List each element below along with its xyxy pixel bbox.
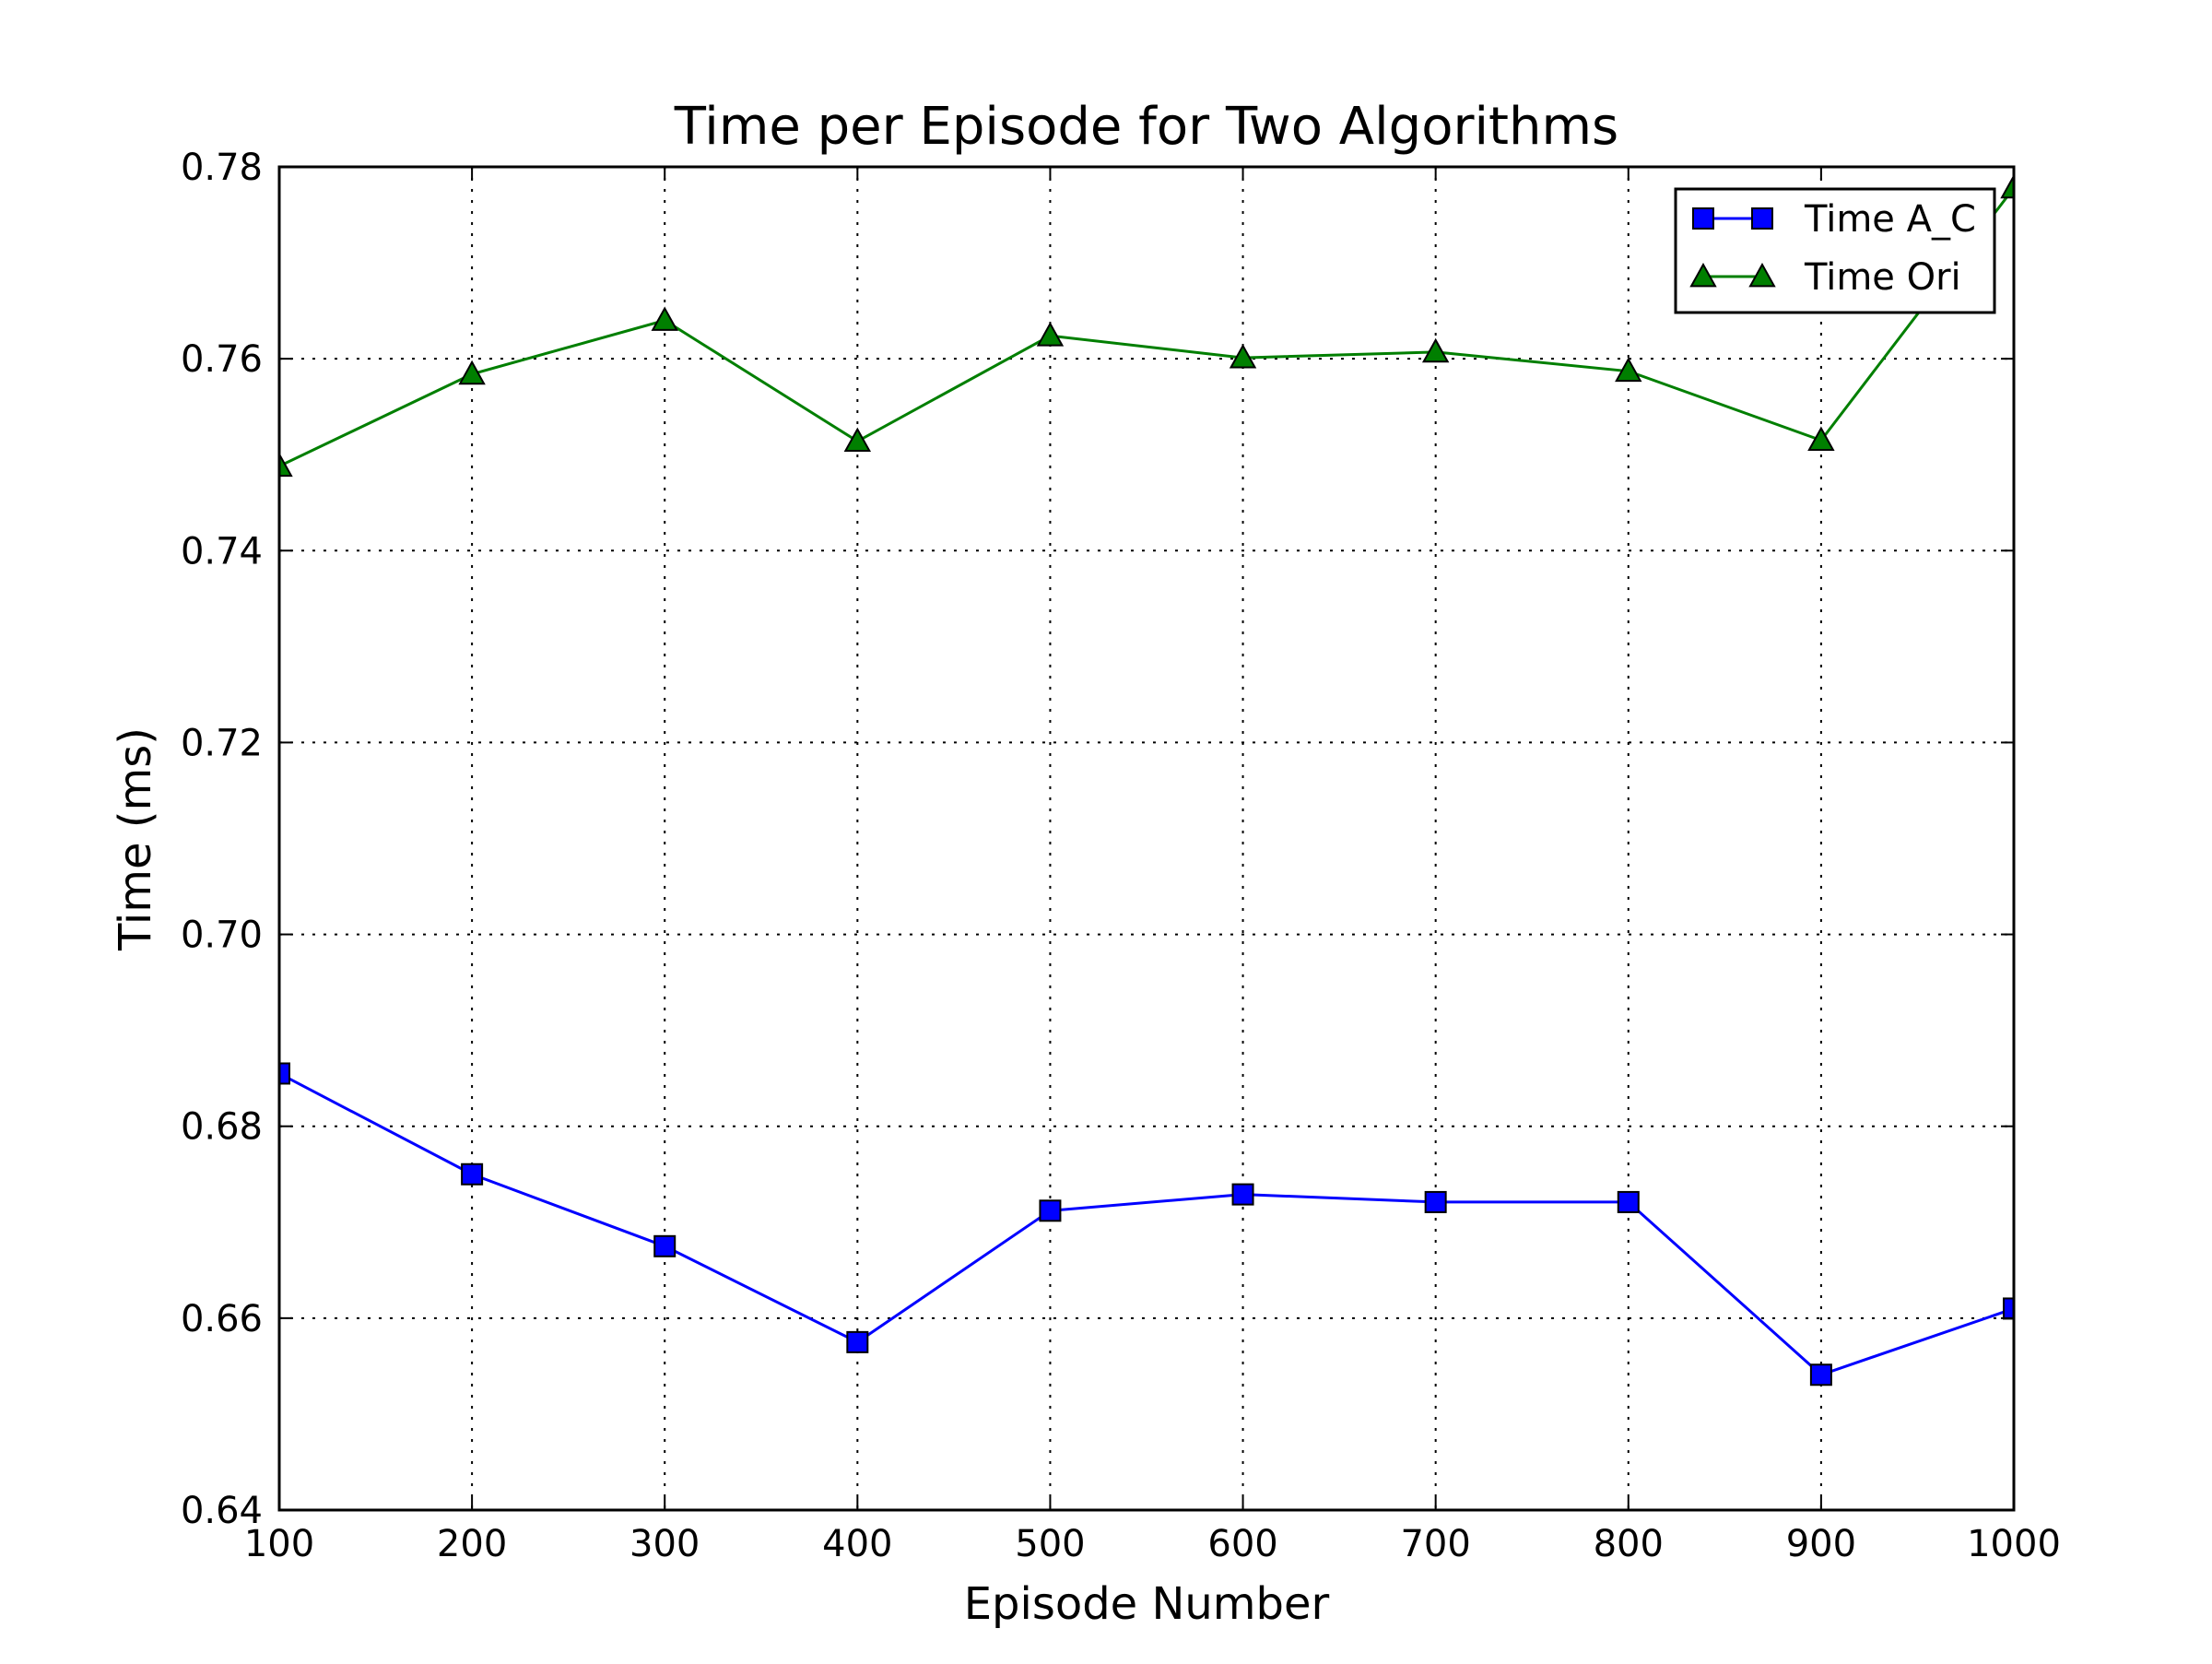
x-tick-label: 400 bbox=[822, 1523, 892, 1565]
legend-marker-time-ori bbox=[1748, 262, 1776, 288]
legend-label-time-a-c: Time A_C bbox=[1804, 198, 1976, 241]
data-point-time-a-c bbox=[279, 1062, 290, 1085]
chart-title: Time per Episode for Two Algorithms bbox=[674, 97, 1618, 157]
legend-marker-time-a-c bbox=[1692, 207, 1714, 230]
x-tick-label: 300 bbox=[629, 1523, 700, 1565]
x-tick-label: 900 bbox=[1786, 1523, 1856, 1565]
data-point-time-a-c bbox=[846, 1330, 869, 1353]
data-point-time-a-c bbox=[1617, 1190, 1640, 1213]
x-tick-label: 800 bbox=[1594, 1523, 1664, 1565]
y-tick-label: 0.64 bbox=[181, 1490, 263, 1532]
data-point-time-ori bbox=[458, 360, 486, 385]
data-point-time-a-c bbox=[2003, 1297, 2014, 1320]
data-point-time-a-c bbox=[461, 1162, 484, 1186]
legend: Time A_C Time Ori bbox=[1674, 187, 1996, 314]
data-point-time-a-c bbox=[1424, 1190, 1447, 1213]
data-point-time-ori bbox=[1615, 357, 1642, 383]
y-tick-label: 0.66 bbox=[181, 1298, 263, 1340]
data-point-time-ori bbox=[1421, 337, 1450, 363]
data-point-time-ori bbox=[279, 452, 293, 478]
gridlines bbox=[279, 167, 2014, 1510]
plot-frame bbox=[277, 165, 2016, 1512]
y-tick-label: 0.76 bbox=[181, 338, 263, 381]
data-point-time-a-c bbox=[1231, 1183, 1254, 1206]
x-tick-label: 500 bbox=[1015, 1523, 1085, 1565]
y-tick-label: 0.68 bbox=[181, 1106, 263, 1149]
data-point-time-ori bbox=[1807, 426, 1835, 452]
y-tick-label: 0.72 bbox=[181, 722, 263, 764]
data-point-time-ori bbox=[2000, 173, 2014, 199]
data-point-time-ori bbox=[651, 306, 678, 331]
data-point-time-a-c bbox=[1039, 1199, 1062, 1222]
data-point-time-a-c bbox=[1809, 1363, 1832, 1387]
series-layer bbox=[279, 173, 2014, 1387]
legend-box bbox=[1674, 187, 1996, 314]
legend-marker-time-a-c bbox=[1751, 207, 1773, 230]
series-line-time-ori bbox=[279, 186, 2014, 468]
x-tick-label: 100 bbox=[244, 1523, 314, 1565]
y-axis-label: Time (ms) bbox=[110, 727, 161, 951]
x-tick-label: 600 bbox=[1207, 1523, 1277, 1565]
x-tick-label: 1000 bbox=[1967, 1523, 2061, 1565]
legend-label-time-ori: Time Ori bbox=[1804, 256, 1961, 299]
data-point-time-ori bbox=[1229, 344, 1257, 369]
data-point-time-ori bbox=[1036, 322, 1065, 347]
x-axis-label: Episode Number bbox=[964, 1578, 1330, 1630]
legend-marker-time-ori bbox=[1689, 262, 1717, 288]
x-tick-label: 200 bbox=[437, 1523, 507, 1565]
y-tick-label: 0.70 bbox=[181, 915, 263, 957]
y-tick-label: 0.74 bbox=[181, 530, 263, 572]
series-line-time-a-c bbox=[279, 1072, 2014, 1376]
x-tick-label: 700 bbox=[1400, 1523, 1470, 1565]
data-point-time-ori bbox=[843, 427, 872, 453]
y-tick-label: 0.78 bbox=[181, 147, 263, 189]
data-point-time-a-c bbox=[653, 1234, 677, 1257]
axis-ticks: 100 200 300 400 500 600 700 800 900 1000 0.64 0.66 0… bbox=[181, 147, 2061, 1565]
